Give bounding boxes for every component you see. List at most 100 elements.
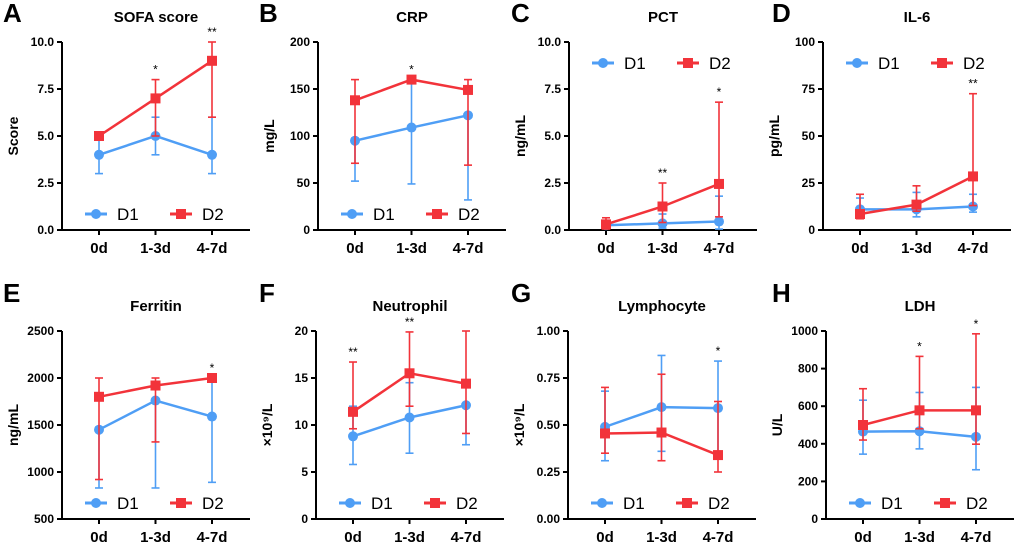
y-tick-label: 10.0 [31,35,55,49]
y-tick-label: 400 [798,437,818,451]
legend-label: D2 [458,205,480,224]
legend: D1 D2 [591,494,730,513]
panel-letter: G [511,278,531,308]
data-point [350,95,360,106]
legend-marker [683,58,693,68]
legend-marker [598,58,608,68]
panel-d: D IL-6 pg/mL 0 25 50 75 100 0d 1-3d 4-7d ** D1 D2 [766,0,1011,257]
series-d2 [350,74,473,166]
legend: D1 D2 [846,54,985,73]
y-tick-label: 2000 [27,371,54,385]
panel-letter: D [772,0,791,28]
legend-marker [91,209,101,219]
data-point [404,368,415,379]
y-tick-label: 0 [301,512,308,526]
y-tick-label: 7.5 [37,82,54,96]
legend-marker [91,498,101,508]
y-tick-label: 1000 [791,324,818,338]
legend-label: D1 [624,54,646,73]
x-tick-label: 1-3d [396,240,427,257]
x-tick-label: 4-7d [958,240,989,257]
legend-marker [347,209,357,219]
x-tick-label: 1-3d [901,240,932,257]
x-tick-label: 1-3d [140,529,171,545]
y-tick-label: 2.5 [544,176,561,190]
panel-e: E Ferritin ng/mL 500 1000 1500 2000 2500 0d 1-3d 4… [3,278,250,546]
data-point [968,201,978,212]
y-tick-label: 0 [808,223,815,237]
chart-title: LDH [905,298,936,315]
legend: D1 D2 [85,494,224,513]
y-axis-label: Score [5,116,21,155]
chart-title: SOFA score [114,9,198,26]
legend-label: D2 [709,54,731,73]
legend: D1 D2 [849,494,988,513]
data-point [348,431,358,442]
legend-marker [852,58,862,68]
panel-letter: A [3,0,22,28]
data-point [601,219,611,230]
legend-label: D1 [117,494,139,513]
panel-h: H LDH U/L 0 200 400 600 800 1000 0d 1-3d 4-7d * * D1 D2 [769,278,1014,546]
legend-marker [345,498,355,508]
data-point [461,378,471,389]
legend-marker [682,498,692,508]
data-point [971,405,981,416]
data-point [463,84,473,95]
legend-marker [597,498,607,508]
y-tick-label: 1.00 [537,324,561,338]
legend-label: D1 [371,494,393,513]
y-tick-label: 0.75 [537,371,561,385]
significance-marker: * [917,339,922,353]
y-tick-label: 50 [297,176,311,190]
series-d2 [858,333,981,445]
chart-title: CRP [396,9,428,26]
chart-title: IL-6 [904,9,931,26]
legend-marker [176,209,186,219]
significance-marker: * [210,361,215,375]
legend-label: D1 [881,494,903,513]
panel-g: G Lymphocyte ×10⁹/L 0.00 0.25 0.50 0.75 1.00 0d 1… [511,278,756,546]
series-d2 [94,41,217,141]
y-tick-label: 200 [290,35,310,49]
y-tick-label: 100 [795,35,815,49]
y-axis-label: U/L [769,413,785,436]
panel-letter: F [259,278,275,308]
x-tick-label: 1-3d [140,240,171,257]
data-point [714,216,724,227]
y-tick-label: 5.0 [37,129,54,143]
data-point [94,391,104,402]
y-tick-label: 0 [811,512,818,526]
series-d1 [350,80,473,201]
y-tick-label: 500 [34,512,54,526]
legend-label: D1 [878,54,900,73]
legend-label: D2 [202,205,224,224]
significance-marker: ** [405,315,415,329]
y-axis-label: mg/L [261,119,277,153]
significance-marker: ** [658,166,668,180]
significance-marker: ** [348,345,358,359]
data-point [968,171,978,182]
x-tick-label: 4-7d [451,529,482,545]
y-tick-label: 75 [802,82,816,96]
significance-marker: * [974,317,979,331]
legend-label: D1 [623,494,645,513]
series-d2 [94,373,217,481]
y-tick-label: 0 [303,223,310,237]
chart-title: PCT [648,9,678,26]
chart-title: Lymphocyte [618,298,706,315]
legend-marker [176,498,186,508]
series-d2 [348,330,471,435]
legend-label: D2 [963,54,985,73]
data-point [207,55,217,66]
chart-title: Neutrophil [373,298,448,315]
data-point [404,412,415,423]
data-point [94,149,104,160]
y-tick-label: 0.0 [37,223,54,237]
data-point [657,201,668,212]
x-tick-label: 0d [596,529,614,545]
legend-label: D1 [117,205,139,224]
y-tick-label: 10 [295,418,309,432]
significance-marker: * [153,63,158,77]
y-tick-label: 800 [798,362,818,376]
